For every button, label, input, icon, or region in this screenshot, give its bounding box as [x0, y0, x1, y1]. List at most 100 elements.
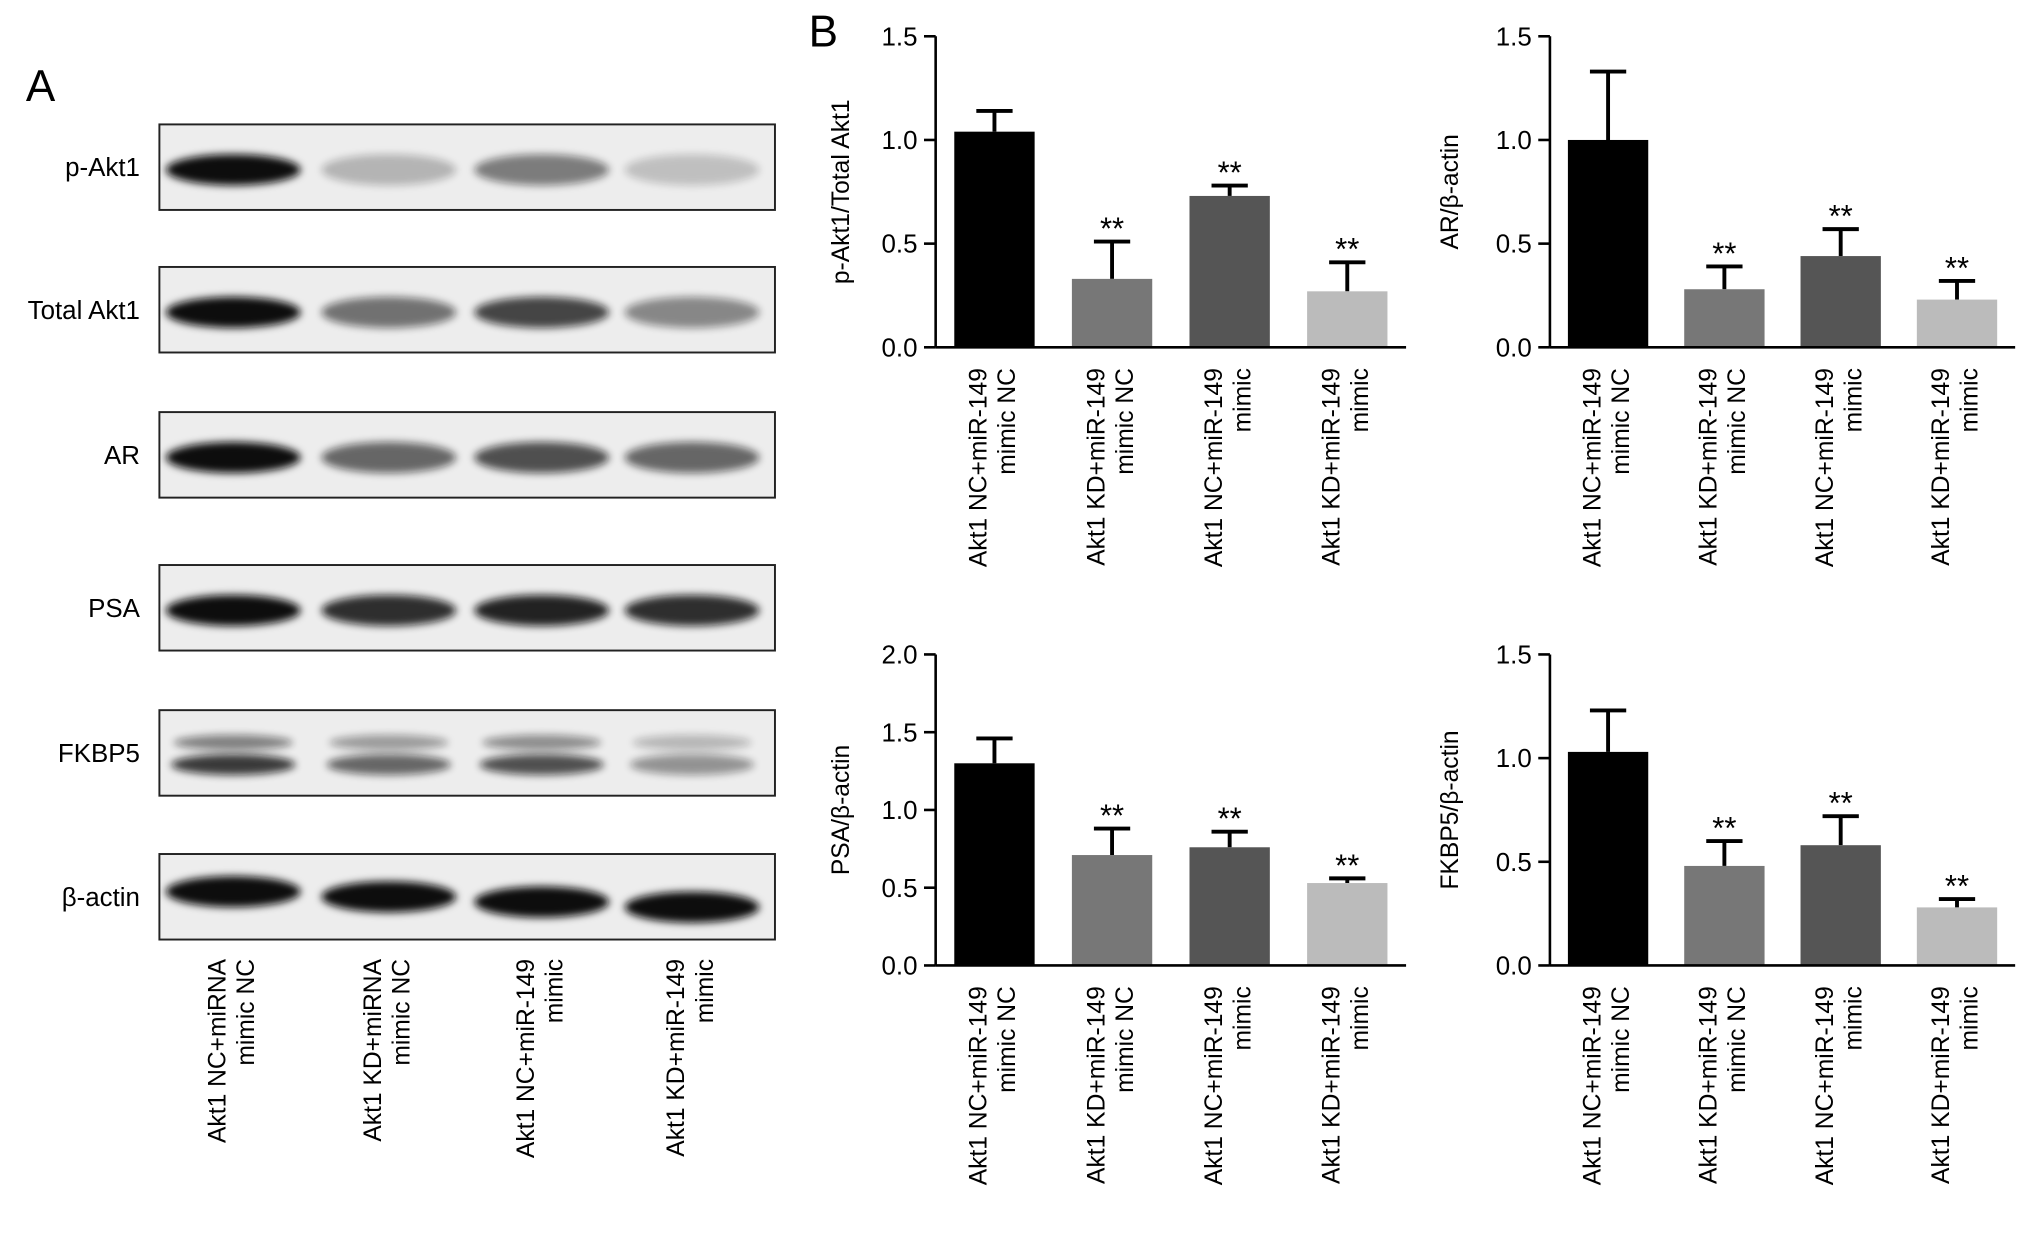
blot-band	[474, 594, 610, 626]
x-tick-label: Akt1 KD+miR-149 mimic	[1928, 986, 1985, 1184]
blot-row-label: FKBP5	[58, 740, 140, 768]
x-tick-label-text: Akt1 KD+miR-149 mimic	[1928, 986, 1985, 1184]
x-tick-label: Akt1 NC+miR-149 mimic NC	[965, 986, 1022, 1186]
blot-band	[629, 754, 755, 775]
y-tick-label: 0.5	[881, 231, 917, 259]
blot-band	[321, 296, 457, 328]
blot-band	[474, 441, 610, 474]
y-tick-label: 1.0	[881, 127, 917, 155]
significance: **	[1335, 232, 1359, 267]
y-tick-label: 1.5	[1496, 642, 1532, 670]
significance: **	[1335, 848, 1359, 883]
x-tick-label-text: Akt1 KD+miR-149 mimic	[1318, 368, 1375, 566]
x-tick-label: Akt1 KD+miR-149 mimic NC	[1084, 368, 1140, 566]
bar	[1071, 278, 1153, 348]
blot-row-label: AR	[104, 442, 140, 470]
panel-label: B	[809, 8, 838, 57]
lane-label: Akt1 NC+miR-149 mimic	[513, 958, 569, 1159]
x-tick-label: Akt1 KD+miR-149 mimic	[1928, 368, 1985, 566]
bar	[1307, 291, 1388, 348]
lane-label: Akt1 NC+miRNA mimic NC	[205, 959, 261, 1143]
x-tick-label-text: Akt1 NC+miR-149 mimic	[1201, 986, 1257, 1186]
x-tick-label-text: Akt1 NC+miR-149 mimic NC	[965, 986, 1022, 1186]
blot-band	[479, 754, 604, 775]
x-tick-label-text: Akt1 NC+miR-149 mimic	[1201, 368, 1257, 568]
significance: **	[1945, 250, 1969, 285]
y-tick-label: 0.5	[1496, 849, 1532, 877]
blot-band	[474, 154, 610, 186]
y-tick-label: 0.0	[1496, 334, 1532, 362]
x-tick-label: Akt1 KD+miR-149 mimic NC	[1695, 986, 1752, 1184]
blot-band	[326, 754, 451, 775]
blot-band	[173, 734, 293, 751]
lane-label: Akt1 KD+miRNA mimic NC	[360, 958, 416, 1142]
bar	[1800, 256, 1881, 348]
blot-band	[624, 154, 760, 186]
blot-band	[624, 594, 760, 626]
blot-band	[624, 296, 760, 328]
x-tick-label-text: Akt1 KD+miR-149 mimic NC	[1695, 986, 1752, 1184]
y-tick-label: 1.5	[1496, 23, 1532, 51]
bar	[1567, 751, 1649, 966]
blot-frame	[158, 709, 776, 797]
y-tick-label: 0.0	[881, 953, 917, 981]
y-tick-label: 0.5	[881, 875, 917, 903]
blot-row-label: Total Akt1	[28, 297, 140, 325]
blot-band	[321, 594, 457, 626]
y-tick-label: 0.0	[881, 334, 917, 362]
bar	[954, 131, 1035, 348]
blot-band	[165, 594, 301, 626]
y-tick-label: 1.0	[881, 797, 917, 825]
y-tick-label: 1.5	[881, 719, 917, 747]
lane-label-text: Akt1 KD+miR-149 mimic	[663, 958, 720, 1157]
blot-band	[321, 881, 457, 913]
x-tick-label: Akt1 NC+miR-149 mimic	[1201, 368, 1257, 568]
lane-label: Akt1 KD+miR-149 mimic	[663, 958, 720, 1157]
blot-band	[624, 441, 760, 474]
x-tick-label-text: Akt1 NC+miR-149 mimic NC	[965, 368, 1022, 568]
blot-band	[321, 154, 457, 186]
x-tick-label-text: Akt1 KD+miR-149 mimic NC	[1695, 368, 1752, 566]
x-tick-label-text: Akt1 NC+miR-149 mimic	[1812, 368, 1868, 568]
x-tick-label: Akt1 KD+miR-149 mimic	[1318, 368, 1375, 566]
significance: **	[1218, 155, 1242, 190]
blot-row-label: β-actin	[62, 884, 140, 912]
x-tick-label: Akt1 NC+miR-149 mimic NC	[1580, 368, 1636, 567]
bar	[1189, 195, 1270, 348]
bar	[1916, 299, 1998, 348]
blot-band	[165, 876, 301, 908]
blot-band	[624, 891, 760, 923]
x-tick-label: Akt1 NC+miR-149 mimic	[1201, 986, 1257, 1186]
y-tick-label: 1.0	[1496, 127, 1532, 155]
x-tick-label: Akt1 KD+miR-149 mimic	[1319, 986, 1375, 1184]
bar	[1684, 289, 1765, 348]
x-tick-label: Akt1 NC+miR-149 mimic	[1812, 986, 1868, 1185]
blot-band	[474, 886, 610, 918]
y-tick-label: 1.5	[881, 23, 917, 51]
blot-band	[165, 296, 301, 328]
x-tick-label: Akt1 KD+miR-149 mimic NC	[1084, 986, 1140, 1184]
lane-label-text: Akt1 NC+miR-149 mimic	[513, 958, 569, 1159]
blot-band	[329, 734, 449, 751]
y-tick-label: 0.5	[1496, 231, 1532, 259]
x-tick-label: Akt1 KD+miR-149 mimic NC	[1695, 368, 1752, 566]
significance: **	[1829, 199, 1853, 234]
bar	[1916, 907, 1998, 966]
x-tick-label: Akt1 NC+miR-149 mimic NC	[1579, 986, 1636, 1186]
y-tick-label: 1.0	[1496, 745, 1532, 773]
x-tick-label-text: Akt1 NC+miR-149 mimic NC	[1579, 986, 1636, 1186]
significance: **	[1100, 798, 1124, 833]
significance: **	[1100, 211, 1124, 246]
blot-band	[632, 734, 752, 751]
lane-label-text: Akt1 KD+miRNA mimic NC	[360, 958, 416, 1142]
panel-label: A	[26, 62, 56, 111]
blot-band	[165, 441, 301, 474]
significance: **	[1712, 810, 1736, 845]
x-tick-label: Akt1 NC+miR-149 mimic NC	[965, 368, 1022, 568]
x-tick-label-text: Akt1 KD+miR-149 mimic	[1928, 368, 1985, 566]
bar	[1684, 865, 1765, 966]
significance: **	[1218, 801, 1242, 836]
